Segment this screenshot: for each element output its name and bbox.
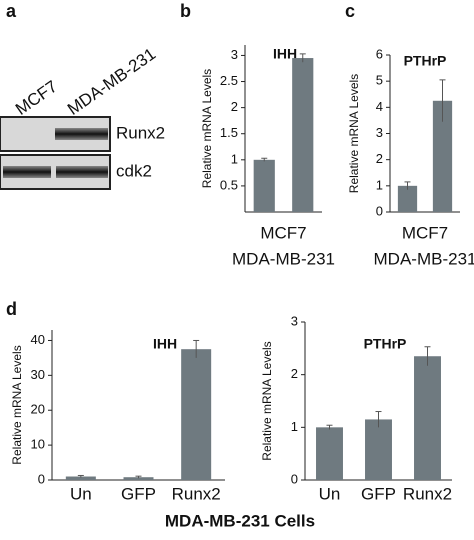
y-tick-label: 30 [31,367,45,382]
panel-label: c [345,1,355,21]
bar [365,419,392,480]
y-tick-label: 5 [376,73,383,88]
bar [123,477,154,480]
y-axis-label: Relative mRNA Levels [347,74,361,193]
bar [397,185,418,212]
bar [316,427,343,480]
x-tick-label: MDA-MB-231 [232,249,335,268]
x-tick-label: Un [319,484,341,503]
y-tick-label: 6 [376,46,383,61]
blot-band [55,128,108,140]
x-tick-label: GFP [361,484,396,503]
y-tick-label: 0 [38,471,45,486]
y-tick-label: 1 [231,151,238,166]
x-tick-label: MCF7 [402,223,448,242]
x-tick-label: GFP [121,484,156,503]
y-tick-label: 1 [291,419,298,434]
bar [292,58,314,212]
y-tick-label: 2 [291,366,298,381]
panel-label: b [180,1,191,21]
y-tick-label: 3 [291,313,298,328]
chart-title: IHH [273,46,297,62]
bar [253,159,275,212]
bar [181,349,212,480]
bar [432,100,453,212]
y-tick-label: 2.5 [220,73,238,88]
y-axis-label: Relative mRNA Levels [260,341,274,460]
x-tick-label: MDA-MB-231 [374,249,474,268]
chart-title: PTHrP [404,53,447,69]
panel-label: d [6,299,17,319]
y-tick-label: 3 [376,125,383,140]
y-axis-label: Relative mRNA Levels [10,345,24,464]
y-tick-label: 0.5 [220,177,238,192]
y-tick-label: 40 [31,332,45,347]
blot-protein-label: Runx2 [116,123,165,142]
blot-protein-label: cdk2 [116,161,152,180]
y-tick-label: 1 [376,177,383,192]
bar [414,356,441,480]
x-tick-label: Un [70,484,92,503]
x-tick-label: MCF7 [260,223,306,242]
blot-band [3,166,51,178]
y-tick-label: 3 [231,47,238,62]
blot-lane-label: MDA-MB-231 [64,44,159,119]
chart-title: PTHrP [364,336,407,352]
y-tick-label: 1.5 [220,125,238,140]
panel-label: a [6,1,17,21]
y-tick-label: 2 [376,151,383,166]
chart-title: IHH [153,336,177,352]
y-tick-label: 10 [31,437,45,452]
shared-x-label: MDA-MB-231 Cells [165,511,315,530]
y-axis-label: Relative mRNA Levels [200,69,214,188]
x-tick-label: Runx2 [172,484,221,503]
blot-band [56,166,108,178]
y-tick-label: 4 [376,99,383,114]
y-tick-label: 0 [376,203,383,218]
y-tick-label: 0 [291,471,298,486]
x-tick-label: Runx2 [403,484,452,503]
blot-lane-label: MCF7 [12,77,61,119]
y-tick-label: 20 [31,402,45,417]
bar [65,476,96,480]
y-tick-label: 2 [231,99,238,114]
